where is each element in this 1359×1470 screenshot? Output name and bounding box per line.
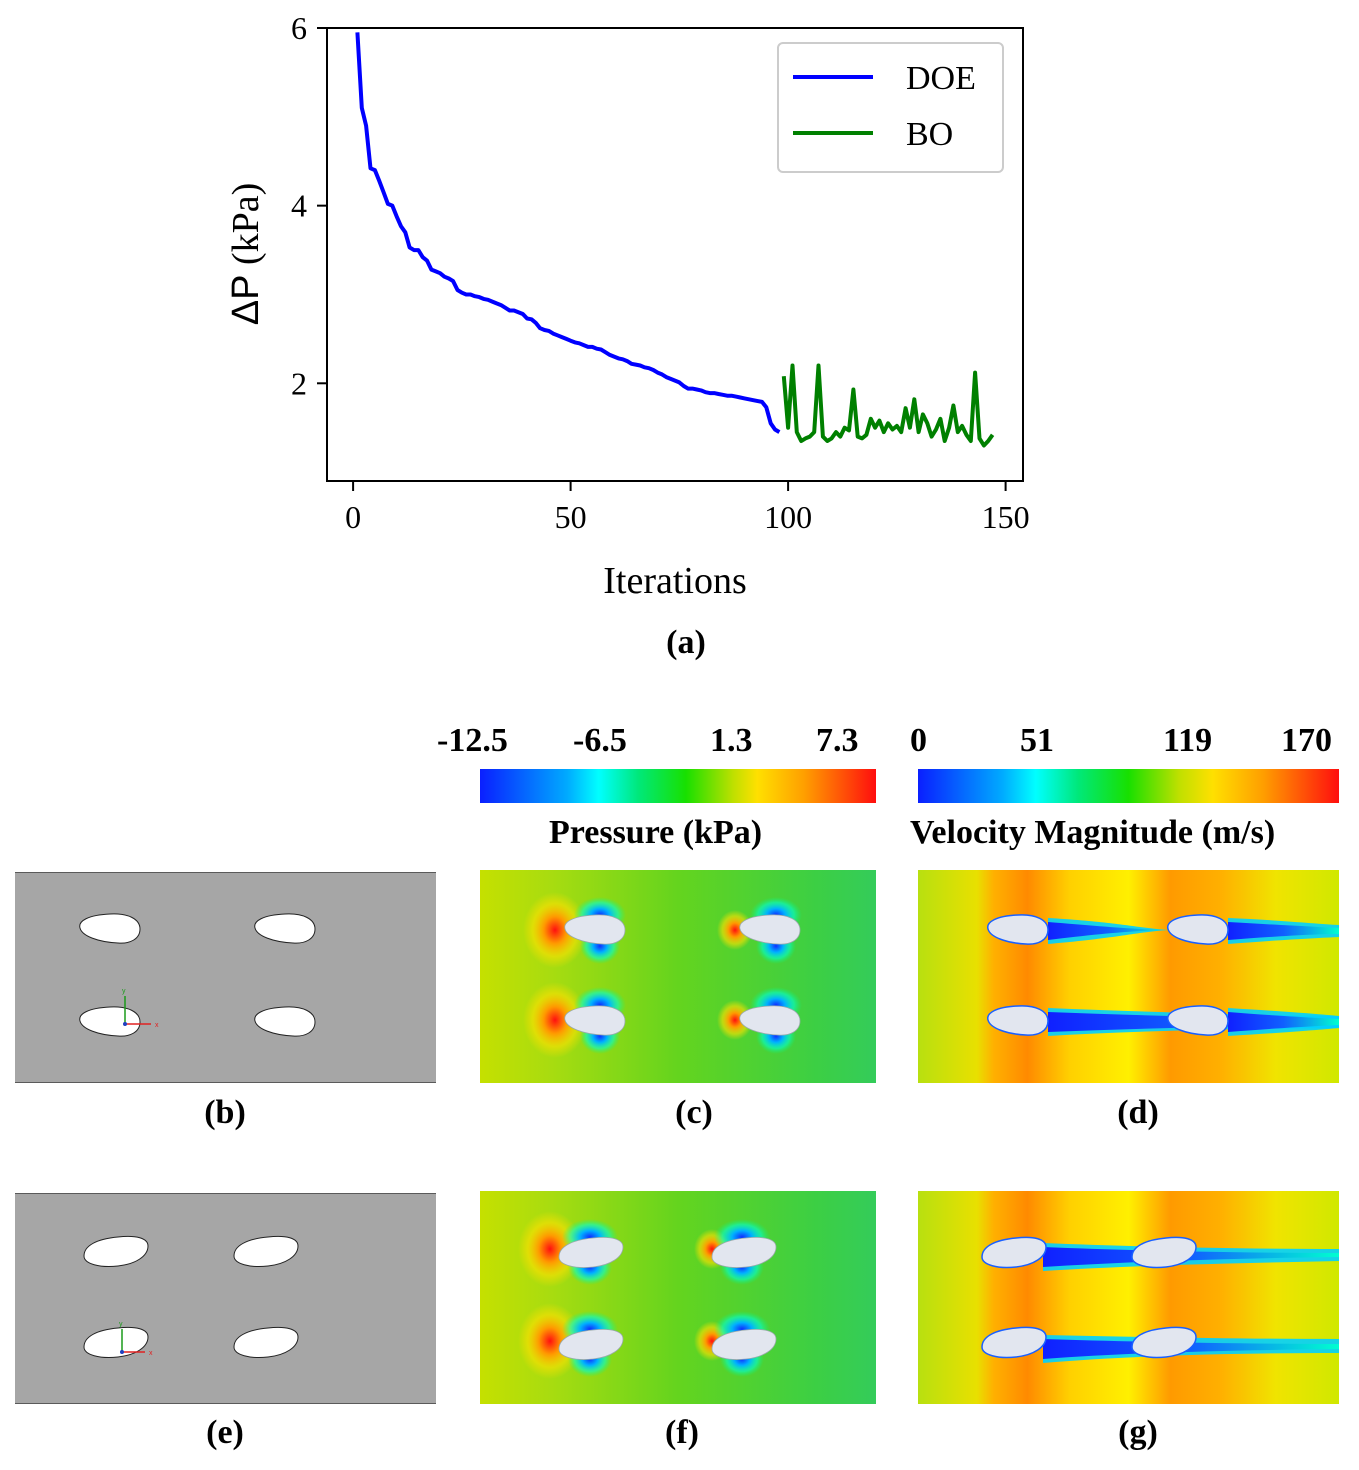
velocity-field bbox=[918, 870, 1339, 1083]
y-axis-label: ΔP (kPa) bbox=[225, 183, 267, 326]
velocity-tick-1: 51 bbox=[1020, 722, 1054, 759]
series-line-bo bbox=[781, 363, 995, 448]
foil-shape bbox=[233, 1235, 299, 1267]
legend-bo-label: BO bbox=[906, 116, 953, 153]
foil-shape bbox=[987, 1005, 1049, 1036]
y-tick-label: 6 bbox=[291, 10, 307, 46]
foil-shape bbox=[739, 914, 801, 945]
y-tick-label: 2 bbox=[291, 365, 307, 401]
foil-shape bbox=[254, 1006, 316, 1037]
pressure-features bbox=[518, 1211, 777, 1379]
x-axis-label: Iterations bbox=[603, 560, 747, 602]
foil-shape bbox=[711, 1237, 777, 1268]
pressure-tick-3: 7.3 bbox=[816, 722, 859, 759]
velocity-features bbox=[987, 914, 1339, 1036]
triad-y-label: y bbox=[122, 988, 126, 995]
foil-shape bbox=[739, 1005, 801, 1036]
axis-triad-icon: x y bbox=[122, 988, 159, 1029]
foil-shape bbox=[1131, 1236, 1197, 1269]
foil-shape bbox=[711, 1329, 777, 1360]
caption-d: (d) bbox=[1117, 1094, 1159, 1131]
velocity-tick-2: 119 bbox=[1163, 722, 1213, 759]
foil-shape bbox=[1167, 1005, 1229, 1036]
foil-shape bbox=[233, 1326, 299, 1358]
pressure-tick-1: -6.5 bbox=[573, 722, 627, 759]
x-tick-label: 150 bbox=[982, 499, 1030, 535]
axis-triad-icon: x y bbox=[119, 1321, 153, 1357]
x-tick-label: 100 bbox=[764, 499, 812, 535]
pressure-colorbar-title: Pressure (kPa) bbox=[549, 814, 763, 851]
geometry-background bbox=[15, 872, 436, 1083]
foil-shape bbox=[981, 1326, 1047, 1359]
foil-shape bbox=[564, 914, 626, 945]
velocity-field bbox=[918, 1191, 1339, 1404]
pressure-features bbox=[523, 892, 802, 1058]
foil-shape bbox=[83, 1326, 149, 1358]
velocity-features bbox=[981, 1236, 1339, 1363]
foil-shape bbox=[987, 914, 1049, 945]
x-tick-label: 50 bbox=[555, 499, 587, 535]
caption-g: (g) bbox=[1118, 1414, 1158, 1451]
x-tick-label: 0 bbox=[345, 499, 361, 535]
legend: DOE BO bbox=[777, 42, 1004, 173]
y-tick-label: 4 bbox=[291, 188, 307, 224]
convergence-chart: 0 50 100 150 2 4 6 Iterations ΔP (kPa) DOE BO bbox=[225, 10, 1030, 602]
y-axis-label-symbol: ΔP bbox=[225, 275, 267, 326]
caption-c: (c) bbox=[675, 1094, 713, 1131]
panel-e-geometry: x y bbox=[15, 1193, 436, 1404]
caption-f: (f) bbox=[665, 1414, 699, 1451]
panel-d-velocity bbox=[918, 870, 1339, 1083]
geometry-background bbox=[15, 1193, 436, 1404]
triad-x-label: x bbox=[149, 1350, 153, 1357]
triad-x-label: x bbox=[155, 1022, 159, 1029]
foil-shape bbox=[83, 1235, 149, 1267]
velocity-tick-3: 170 bbox=[1281, 722, 1332, 759]
velocity-colorbar-title: Velocity Magnitude (m/s) bbox=[910, 814, 1276, 851]
pressure-tick-0: -12.5 bbox=[437, 722, 508, 759]
caption-e: (e) bbox=[206, 1414, 244, 1451]
axis-ticks: 0 50 100 150 2 4 6 bbox=[291, 10, 1030, 535]
caption-b: (b) bbox=[204, 1094, 246, 1131]
foil-shape bbox=[564, 1005, 626, 1036]
panel-f-pressure bbox=[480, 1191, 876, 1404]
series-line-doe bbox=[355, 32, 781, 434]
series-lines bbox=[355, 32, 995, 448]
panel-b-geometry: x y bbox=[15, 872, 436, 1083]
velocity-colorbar bbox=[918, 769, 1339, 803]
foil-shape bbox=[558, 1329, 624, 1360]
foil-shape bbox=[1131, 1326, 1197, 1359]
velocity-tick-0: 0 bbox=[910, 722, 927, 759]
panel-g-velocity bbox=[918, 1191, 1339, 1404]
legend-doe-label: DOE bbox=[906, 60, 976, 97]
triad-y-label: y bbox=[119, 1321, 123, 1328]
pressure-colorbar bbox=[480, 769, 876, 803]
panel-c-pressure bbox=[480, 870, 876, 1083]
foil-shape bbox=[558, 1237, 624, 1268]
foil-shape bbox=[1167, 914, 1229, 945]
foil-shape bbox=[254, 913, 316, 944]
caption-a: (a) bbox=[666, 624, 706, 661]
pressure-tick-2: 1.3 bbox=[710, 722, 753, 759]
foil-shape bbox=[981, 1236, 1047, 1269]
foil-shape bbox=[79, 913, 141, 944]
